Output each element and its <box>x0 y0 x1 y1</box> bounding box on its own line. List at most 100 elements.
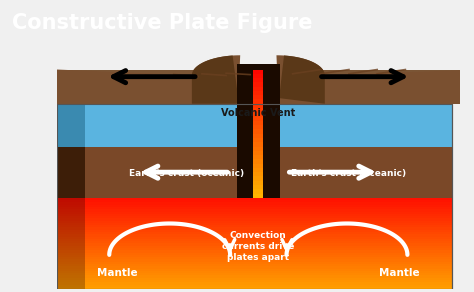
Polygon shape <box>85 280 452 282</box>
Polygon shape <box>85 264 452 266</box>
Polygon shape <box>85 126 240 147</box>
Polygon shape <box>254 87 263 91</box>
Polygon shape <box>237 64 280 198</box>
Polygon shape <box>85 284 452 287</box>
Polygon shape <box>57 264 85 266</box>
Polygon shape <box>254 82 263 87</box>
Polygon shape <box>57 75 474 84</box>
Polygon shape <box>85 147 452 198</box>
Polygon shape <box>85 75 240 84</box>
Polygon shape <box>254 74 263 78</box>
Polygon shape <box>254 164 263 168</box>
Polygon shape <box>57 246 85 248</box>
Polygon shape <box>57 255 85 257</box>
Polygon shape <box>57 280 85 282</box>
Polygon shape <box>57 200 85 202</box>
Polygon shape <box>85 271 452 273</box>
Polygon shape <box>57 262 85 264</box>
Polygon shape <box>254 194 263 198</box>
Polygon shape <box>57 84 85 104</box>
Polygon shape <box>254 168 263 172</box>
Polygon shape <box>85 241 452 244</box>
Polygon shape <box>57 75 240 84</box>
Polygon shape <box>276 55 474 104</box>
Polygon shape <box>254 117 263 121</box>
Polygon shape <box>85 269 452 271</box>
Polygon shape <box>57 278 85 280</box>
Polygon shape <box>85 275 452 278</box>
Polygon shape <box>254 134 263 138</box>
Polygon shape <box>85 255 452 257</box>
Polygon shape <box>85 232 452 234</box>
Polygon shape <box>254 185 263 189</box>
Polygon shape <box>85 211 452 214</box>
Polygon shape <box>85 246 452 248</box>
Polygon shape <box>57 209 85 211</box>
Polygon shape <box>57 221 85 223</box>
Polygon shape <box>254 142 263 147</box>
Text: Constructive Plate Figure: Constructive Plate Figure <box>12 13 312 33</box>
Polygon shape <box>85 200 452 202</box>
Polygon shape <box>57 232 85 234</box>
Polygon shape <box>85 218 452 221</box>
Polygon shape <box>57 214 85 216</box>
Polygon shape <box>57 284 85 287</box>
Polygon shape <box>57 202 85 205</box>
Polygon shape <box>85 202 452 205</box>
Polygon shape <box>85 207 452 209</box>
Polygon shape <box>57 69 236 104</box>
Polygon shape <box>85 257 452 259</box>
Polygon shape <box>85 209 452 211</box>
Polygon shape <box>85 250 452 253</box>
Polygon shape <box>254 155 263 159</box>
Polygon shape <box>254 112 263 117</box>
Polygon shape <box>254 172 263 176</box>
Polygon shape <box>85 230 452 232</box>
Polygon shape <box>254 138 263 142</box>
Polygon shape <box>57 271 85 273</box>
Polygon shape <box>57 227 85 230</box>
Polygon shape <box>85 262 452 264</box>
Polygon shape <box>57 282 85 284</box>
Text: Convection
currents drive
plates apart: Convection currents drive plates apart <box>222 231 294 262</box>
Polygon shape <box>254 104 263 108</box>
Polygon shape <box>57 211 85 214</box>
Polygon shape <box>57 223 85 225</box>
Polygon shape <box>57 275 85 278</box>
Polygon shape <box>85 216 452 218</box>
Polygon shape <box>279 147 452 198</box>
Polygon shape <box>254 108 263 112</box>
Polygon shape <box>254 159 263 164</box>
Polygon shape <box>254 129 263 134</box>
Polygon shape <box>85 282 452 284</box>
Text: Earth's crust (oceanic): Earth's crust (oceanic) <box>129 169 245 178</box>
Polygon shape <box>254 78 263 82</box>
Polygon shape <box>57 205 85 207</box>
Polygon shape <box>57 259 85 262</box>
Text: Earth's crust (oceanic): Earth's crust (oceanic) <box>291 169 406 178</box>
Polygon shape <box>57 207 85 209</box>
Polygon shape <box>85 273 452 275</box>
Polygon shape <box>85 147 238 198</box>
Polygon shape <box>254 147 263 151</box>
Polygon shape <box>57 225 85 227</box>
Polygon shape <box>57 216 85 218</box>
Polygon shape <box>85 227 452 230</box>
Text: Mantle: Mantle <box>379 268 419 278</box>
Polygon shape <box>254 176 263 181</box>
Polygon shape <box>85 239 452 241</box>
Polygon shape <box>85 253 452 255</box>
Polygon shape <box>85 104 452 147</box>
Polygon shape <box>57 248 85 250</box>
Polygon shape <box>192 55 238 104</box>
Polygon shape <box>57 239 85 241</box>
Polygon shape <box>85 223 452 225</box>
Polygon shape <box>85 198 452 200</box>
Polygon shape <box>57 55 240 104</box>
Polygon shape <box>85 259 452 262</box>
Polygon shape <box>57 198 85 200</box>
Polygon shape <box>57 230 85 232</box>
Polygon shape <box>85 244 452 246</box>
Polygon shape <box>85 248 452 250</box>
Polygon shape <box>57 104 85 147</box>
